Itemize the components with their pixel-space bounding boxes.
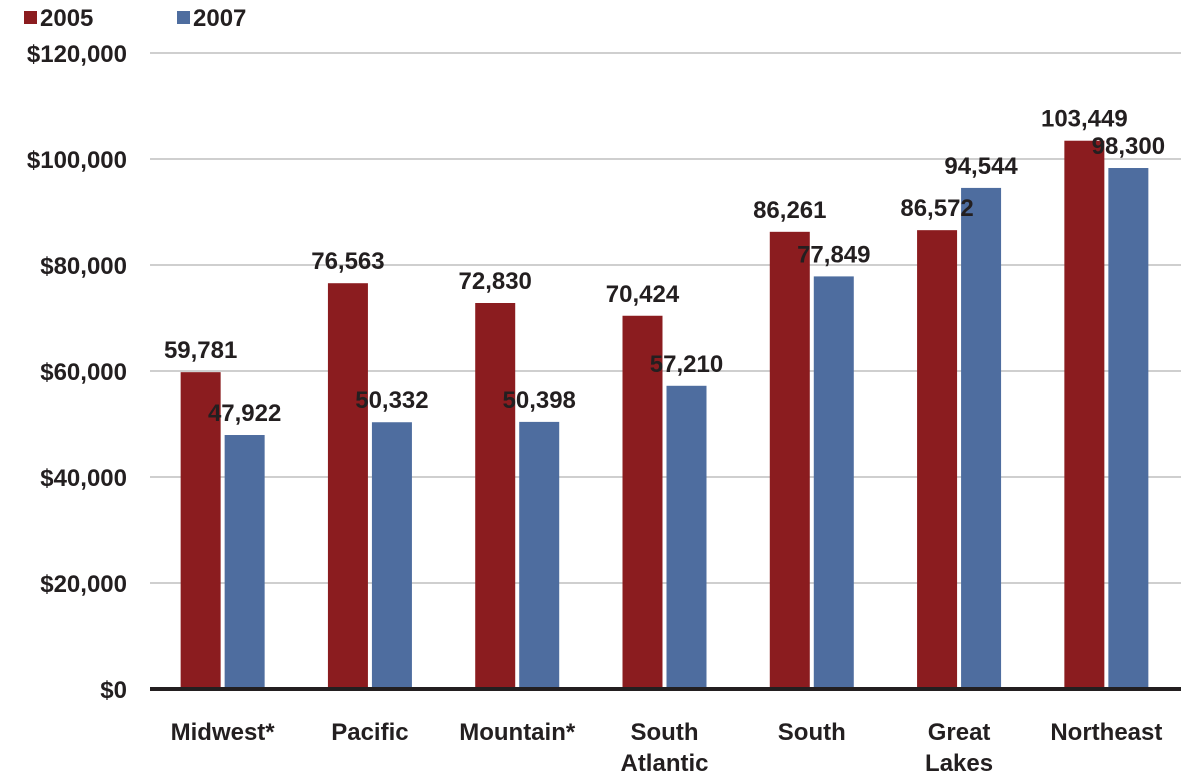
bar-2007-4 <box>813 276 854 689</box>
x-tick-label: Midwest* <box>171 719 276 746</box>
data-label: 72,830 <box>459 268 532 295</box>
legend-label: 2005 <box>40 5 93 32</box>
legend-swatch <box>24 11 37 24</box>
bar-2005-2 <box>475 303 516 689</box>
y-tick-label: $0 <box>100 677 127 704</box>
data-label: 59,781 <box>164 337 237 364</box>
legend-swatch <box>177 11 190 24</box>
bar-2007-1 <box>371 422 412 689</box>
x-tick-label: South <box>778 719 846 746</box>
data-label: 50,398 <box>503 387 576 414</box>
y-tick-label: $100,000 <box>27 147 127 174</box>
bar-2007-3 <box>666 385 707 689</box>
bar-2007-2 <box>519 421 560 689</box>
bar-2005-5 <box>917 230 958 689</box>
legend-label: 2007 <box>193 5 246 32</box>
bar-2005-0 <box>180 372 221 689</box>
data-label: 70,424 <box>606 281 680 308</box>
data-label: 86,261 <box>753 197 826 224</box>
data-label: 77,849 <box>797 241 870 268</box>
bar-2005-1 <box>327 283 368 689</box>
x-tick-label: Pacific <box>331 719 408 746</box>
y-tick-label: $40,000 <box>40 465 127 492</box>
y-tick-label: $60,000 <box>40 359 127 386</box>
x-tick-label: Atlantic <box>620 750 708 774</box>
legend: 2005 2007 <box>24 5 246 32</box>
bars <box>180 140 1149 689</box>
y-tick-label: $80,000 <box>40 253 127 280</box>
bar-2005-6 <box>1064 140 1105 689</box>
bar-2007-5 <box>961 187 1002 689</box>
bar-2005-3 <box>622 315 663 689</box>
data-label: 47,922 <box>208 400 281 427</box>
bar-2007-6 <box>1108 168 1149 689</box>
x-tick-label: Mountain* <box>459 719 576 746</box>
data-label: 94,544 <box>944 153 1018 180</box>
y-tick-label: $120,000 <box>27 41 127 68</box>
gridlines <box>150 52 1181 584</box>
data-label: 98,300 <box>1092 133 1165 160</box>
y-tick-label: $20,000 <box>40 571 127 598</box>
x-tick-label: South <box>631 719 699 746</box>
data-label: 86,572 <box>900 195 973 222</box>
x-tick-label: Northeast <box>1050 719 1162 746</box>
x-tick-label: Great <box>928 719 991 746</box>
x-tick-label: Lakes <box>925 750 993 774</box>
data-label: 76,563 <box>311 248 384 275</box>
bar-2005-4 <box>769 231 810 689</box>
data-label: 103,449 <box>1041 106 1128 133</box>
data-label: 50,332 <box>355 387 428 414</box>
data-label: 57,210 <box>650 351 723 378</box>
axes: $0 $20,000 $40,000 $60,000 $80,000 $100,000 $1… <box>27 41 1181 777</box>
data-labels: 59,781 47,922 76,563 50,332 72,830 50,398 70,4… <box>164 106 1165 427</box>
bar-2007-0 <box>224 435 265 689</box>
